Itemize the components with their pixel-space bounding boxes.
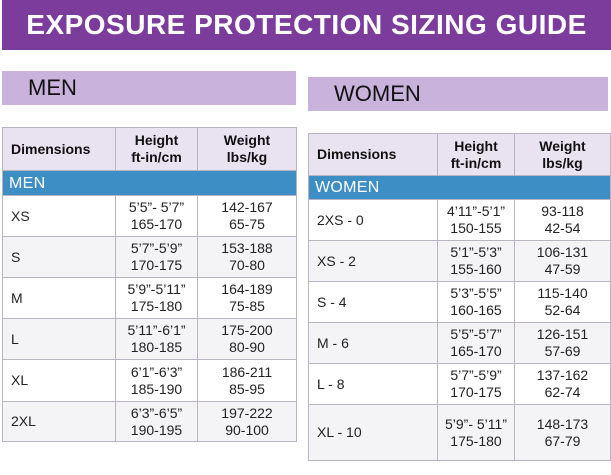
height-cell: 5’9”-5’11” 175-180	[115, 277, 198, 319]
table-row: M - 6 5’5”-5’7” 165-170 126-151 57-69	[308, 322, 611, 364]
size-cell: XS - 2	[308, 240, 438, 282]
weight-cell: 197-222 90-100	[197, 401, 297, 442]
weight-cell: 106-131 47-59	[514, 240, 611, 282]
table-row: M 5’9”-5’11” 175-180 164-189 75-85	[2, 277, 297, 319]
size-cell: XL	[2, 359, 116, 402]
table-row: S - 4 5’3”-5’5” 160-165 115-140 52-64	[308, 281, 611, 323]
weight-cell: 115-140 52-64	[514, 281, 611, 323]
weight-cell: 126-151 57-69	[514, 322, 611, 364]
height-cell: 5’5”-5’7” 165-170	[437, 322, 515, 364]
size-cell: XL - 10	[308, 404, 438, 461]
weight-cell: 142-167 65-75	[197, 195, 297, 237]
women-section-heading: WOMEN	[308, 77, 608, 111]
table-row: XL - 10 5’9”- 5’11” 175-180 148-173 67-79	[308, 404, 611, 461]
page-title: EXPOSURE PROTECTION SIZING GUIDE	[2, 0, 611, 50]
size-cell: M	[2, 277, 116, 319]
height-cell: 5’5”- 5’7” 165-170	[115, 195, 198, 237]
column-header-dimensions: Dimensions	[2, 127, 116, 171]
column-header-dimensions: Dimensions	[308, 133, 438, 176]
weight-cell: 137-162 62-74	[514, 363, 611, 405]
size-cell: S - 4	[308, 281, 438, 323]
weight-cell: 93-118 42-54	[514, 199, 611, 241]
size-cell: S	[2, 236, 116, 278]
height-cell: 5’7”-5’9” 170-175	[437, 363, 515, 405]
weight-cell: 186-211 85-95	[197, 359, 297, 402]
height-cell: 5’1”-5’3” 155-160	[437, 240, 515, 282]
size-cell: 2XL	[2, 401, 116, 442]
weight-cell: 164-189 75-85	[197, 277, 297, 319]
height-cell: 6’1”-6’3” 185-190	[115, 359, 198, 402]
table-row: 2XS - 0 4’11”-5’1” 150-155 93-118 42-54	[308, 199, 611, 241]
table-row: XS 5’5”- 5’7” 165-170 142-167 65-75	[2, 195, 297, 237]
weight-cell: 148-173 67-79	[514, 404, 611, 461]
height-cell: 5’7”-5’9” 170-175	[115, 236, 198, 278]
weight-cell: 153-188 70-80	[197, 236, 297, 278]
column-header-weight: Weight lbs/kg	[514, 133, 611, 176]
column-header-height: Height ft-in/cm	[437, 133, 515, 176]
size-cell: L	[2, 318, 116, 360]
height-cell: 5’9”- 5’11” 175-180	[437, 404, 515, 461]
women-size-table: Dimensions Height ft-in/cm Weight lbs/kg W…	[308, 133, 611, 461]
weight-cell: 175-200 80-90	[197, 318, 297, 360]
height-cell: 6’3”-6’5” 190-195	[115, 401, 198, 442]
table-row: XS - 2 5’1”-5’3” 155-160 106-131 47-59	[308, 240, 611, 282]
table-row: L 5’11”-6’1” 180-185 175-200 80-90	[2, 318, 297, 360]
women-band-label: WOMEN	[308, 175, 611, 200]
table-row: 2XL 6’3”-6’5” 190-195 197-222 90-100	[2, 401, 297, 442]
height-cell: 4’11”-5’1” 150-155	[437, 199, 515, 241]
men-band-label: MEN	[2, 170, 297, 196]
size-cell: 2XS - 0	[308, 199, 438, 241]
column-header-weight: Weight lbs/kg	[197, 127, 297, 171]
column-header-height: Height ft-in/cm	[115, 127, 198, 171]
size-cell: XS	[2, 195, 116, 237]
table-row: S 5’7”-5’9” 170-175 153-188 70-80	[2, 236, 297, 278]
table-row: XL 6’1”-6’3” 185-190 186-211 85-95	[2, 359, 297, 402]
size-cell: L - 8	[308, 363, 438, 405]
height-cell: 5’11”-6’1” 180-185	[115, 318, 198, 360]
height-cell: 5’3”-5’5” 160-165	[437, 281, 515, 323]
men-section-heading: MEN	[2, 71, 296, 105]
size-cell: M - 6	[308, 322, 438, 364]
table-row: L - 8 5’7”-5’9” 170-175 137-162 62-74	[308, 363, 611, 405]
men-size-table: Dimensions Height ft-in/cm Weight lbs/kg M…	[2, 127, 297, 442]
